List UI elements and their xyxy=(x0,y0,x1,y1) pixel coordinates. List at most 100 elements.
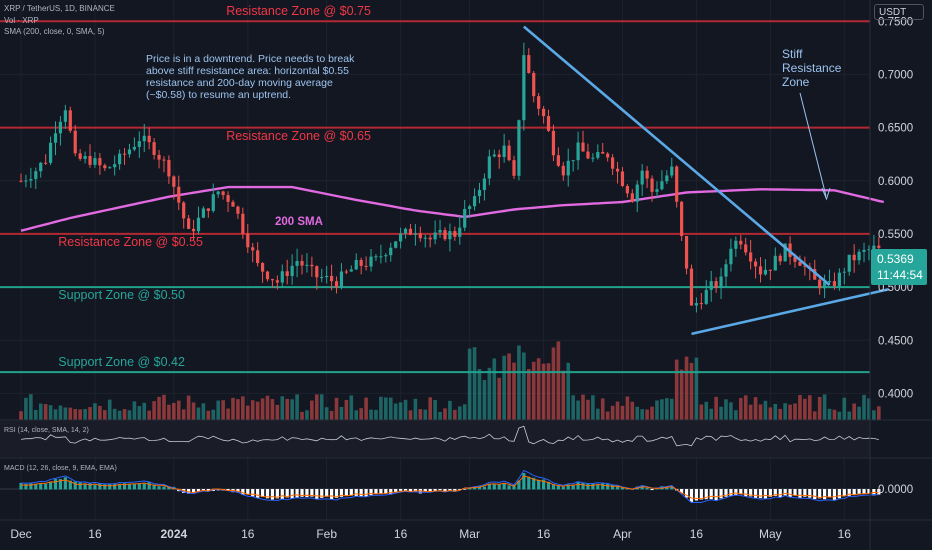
sma-label: 200 SMA xyxy=(275,216,323,228)
macd-histogram-bar xyxy=(295,489,299,498)
price-tick-label: 0.4000 xyxy=(878,388,913,400)
macd-histogram-bar xyxy=(78,482,82,490)
volume-bar xyxy=(68,407,73,420)
time-tick-label: 16 xyxy=(537,527,551,541)
volume-bar xyxy=(83,408,87,420)
currency-button[interactable]: USDT xyxy=(874,4,924,20)
volume-bar xyxy=(142,402,147,420)
candle-body xyxy=(379,256,383,258)
volume-bar xyxy=(522,352,526,420)
candle-body xyxy=(172,176,176,187)
macd-histogram-bar xyxy=(670,485,674,490)
macd-histogram-bar xyxy=(53,479,58,490)
candle-body xyxy=(349,269,353,272)
candle-body xyxy=(142,135,146,142)
volume-bar xyxy=(566,362,571,420)
macd-histogram-bar xyxy=(571,484,575,490)
candle-body xyxy=(842,271,846,273)
volume-bar xyxy=(847,411,852,420)
candle-body xyxy=(492,154,496,157)
volume-bar xyxy=(625,396,630,420)
macd-histogram-bar xyxy=(443,489,447,492)
volume-bar xyxy=(48,405,53,420)
candle-body xyxy=(98,158,102,166)
price-tick-label: 0.7000 xyxy=(878,69,913,81)
macd-histogram-bar xyxy=(689,489,694,502)
volume-bar xyxy=(773,403,778,420)
macd-histogram-bar xyxy=(48,481,53,490)
macd-histogram-bar xyxy=(34,483,38,490)
stiff-arrow-line xyxy=(799,92,827,197)
candle-body xyxy=(719,276,723,288)
macd-histogram-bar xyxy=(798,489,802,498)
macd-histogram-bar xyxy=(132,484,136,490)
candle-body xyxy=(561,165,565,176)
candle-body xyxy=(517,120,521,176)
sma-200 xyxy=(20,185,885,232)
macd-histogram-bar xyxy=(265,489,270,499)
macd-histogram-bar xyxy=(842,489,846,497)
candle-body xyxy=(290,265,294,276)
macd-histogram-bar xyxy=(620,487,625,490)
zone-lines xyxy=(0,20,870,374)
volume-bar xyxy=(408,410,413,420)
candle-body xyxy=(571,160,575,162)
volume-bar xyxy=(379,396,383,420)
volume-bar xyxy=(245,405,250,420)
volume-bar xyxy=(324,407,329,420)
volume-bar xyxy=(226,408,230,420)
macd-histogram-bar xyxy=(502,483,506,490)
macd-histogram-bar xyxy=(813,489,817,500)
candle-body xyxy=(468,206,472,209)
macd-histogram-bar xyxy=(344,489,348,496)
volume-bar xyxy=(862,394,866,420)
volume-bar xyxy=(719,406,723,420)
volume-bar xyxy=(738,397,743,420)
resistance-zone-075-label: Resistance Zone @ $0.75 xyxy=(226,4,371,19)
candle-body xyxy=(660,181,664,190)
volume-bar xyxy=(181,409,186,420)
macd-pane xyxy=(0,469,881,504)
macd-label[interactable]: MACD (12, 26, close, 9, EMA, EMA) xyxy=(4,465,117,472)
volume-bar xyxy=(556,341,561,420)
volume-bar xyxy=(78,409,82,420)
volume-bar xyxy=(714,396,718,420)
candle-body xyxy=(694,303,699,306)
volume-bar xyxy=(684,356,689,420)
resistance-zone-055-label: Resistance Zone @ $0.55 xyxy=(58,234,203,249)
candle-body xyxy=(798,261,802,266)
volume-indicator-label[interactable]: Vol · XRP xyxy=(4,16,39,25)
candle-body xyxy=(477,189,482,197)
volume-bar xyxy=(319,394,324,420)
volume-bar xyxy=(615,401,620,420)
volume-bar xyxy=(482,380,487,420)
candle-body xyxy=(581,142,585,152)
volume-bar xyxy=(857,406,861,420)
candle-body xyxy=(206,208,210,211)
rsi-label[interactable]: RSI (14, close, SMA, 14, 2) xyxy=(4,427,89,434)
candle-body xyxy=(606,153,610,158)
candle-body xyxy=(837,272,841,286)
volume-bar xyxy=(433,399,437,420)
volume-bar xyxy=(487,367,492,420)
candle-body xyxy=(315,266,319,278)
candle-body xyxy=(689,268,694,306)
volume-bar xyxy=(393,403,398,420)
symbol-line[interactable]: XRP / TetherUS, 1D, BINANCE xyxy=(4,4,115,13)
candle-body xyxy=(394,241,398,248)
candle-body xyxy=(88,156,92,165)
volume-bar xyxy=(591,395,595,420)
candle-body xyxy=(265,271,270,280)
candle-body xyxy=(320,277,324,279)
macd-histogram-bar xyxy=(793,489,797,496)
time-tick-label: 16 xyxy=(241,527,255,541)
candle-body xyxy=(532,72,536,97)
volume-bar xyxy=(660,399,664,420)
sma-indicator-label[interactable]: SMA (200, close, 0, SMA, 5) xyxy=(4,27,105,36)
macd-histogram-bar xyxy=(601,483,605,490)
macd-histogram-bar xyxy=(108,484,112,490)
candle-body xyxy=(753,261,758,267)
candle-body xyxy=(877,245,881,248)
macd-histogram-bar xyxy=(655,488,659,490)
candle-body xyxy=(24,180,28,182)
